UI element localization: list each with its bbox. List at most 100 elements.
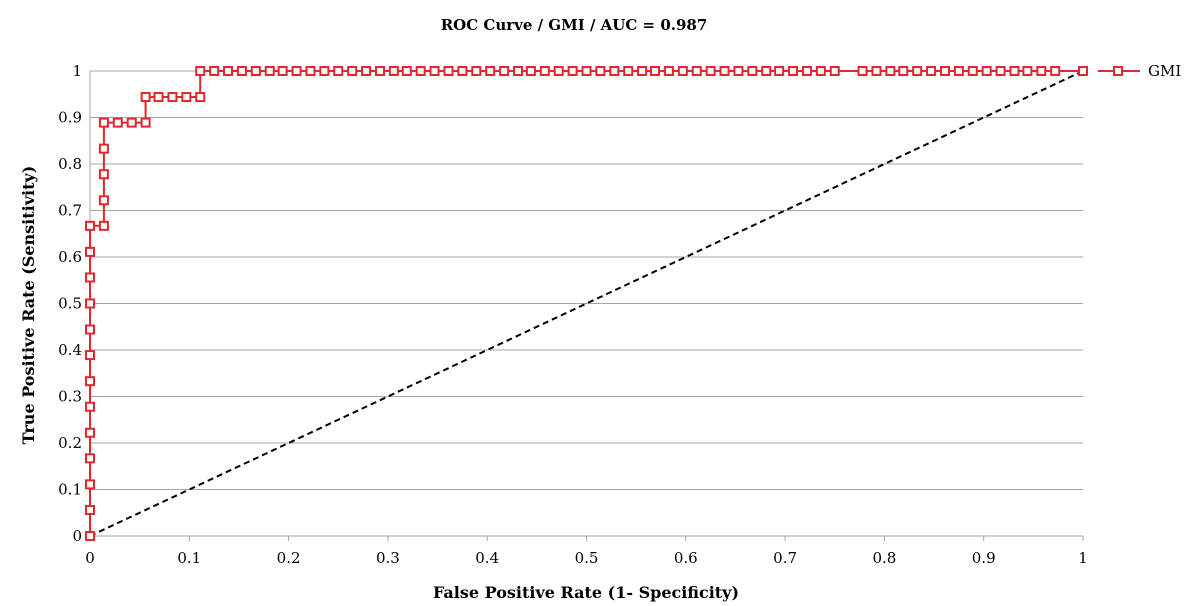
gmi-data-point <box>85 324 95 335</box>
gmi-data-point <box>981 66 992 76</box>
gmi-data-point <box>140 92 151 103</box>
y-tick-label: 0 <box>72 527 82 545</box>
gmi-data-point <box>637 66 648 76</box>
gmi-data-point <box>443 66 454 76</box>
x-tick-label: 0 <box>85 549 95 567</box>
gmi-data-point <box>926 66 937 76</box>
x-tick-labels: 0 0.1 0.2 0.3 0.4 0.5 0.6 0.7 0.8 0.9 1 <box>85 536 1088 567</box>
gmi-data-point <box>788 66 799 76</box>
gmi-data-point <box>112 117 123 128</box>
gmi-data-point <box>719 66 730 76</box>
gmi-data-point <box>650 66 661 76</box>
gmi-data-point <box>85 272 95 283</box>
gmi-data-point <box>1009 66 1020 76</box>
gmi-data-point <box>1036 66 1047 76</box>
x-tick-label: 0.9 <box>972 549 996 567</box>
x-tick-label: 0.8 <box>872 549 896 567</box>
gmi-data-point <box>195 92 206 103</box>
x-tick-label: 0.2 <box>277 549 301 567</box>
gmi-data-point <box>677 66 688 76</box>
gmi-data-point <box>539 66 550 76</box>
gmi-data-point <box>401 66 412 76</box>
y-tick-label: 0.9 <box>58 109 82 127</box>
gmi-data-point <box>85 401 95 412</box>
x-tick-label: 0.4 <box>475 549 499 567</box>
gmi-data-point <box>553 66 564 76</box>
gmi-data-point <box>98 117 109 128</box>
gmi-data-point <box>85 298 95 309</box>
gmi-data-point <box>815 66 826 76</box>
gmi-data-point <box>691 66 702 76</box>
gmi-data-point <box>829 66 840 76</box>
y-axis-title: True Positive Rate (Sensitivity) <box>19 166 38 445</box>
x-tick-label: 0.1 <box>177 549 201 567</box>
x-tick-label: 0.7 <box>773 549 797 567</box>
gmi-data-point <box>1078 66 1088 76</box>
y-tick-label: 0.2 <box>58 434 82 452</box>
gmi-data-point <box>98 220 109 231</box>
gmi-data-point <box>761 66 772 76</box>
gmi-data-point <box>609 66 620 76</box>
gmi-data-point <box>457 66 468 76</box>
gmi-data-point <box>499 66 510 76</box>
x-tick-label: 0.5 <box>575 549 599 567</box>
gmi-data-point <box>1022 66 1033 76</box>
gmi-data-point <box>85 246 95 257</box>
reference-diagonal-line <box>89 70 1084 537</box>
gmi-data-point <box>415 66 426 76</box>
gmi-data-point <box>747 66 758 76</box>
gmi-data-point <box>581 66 592 76</box>
gmi-data-point <box>85 531 95 541</box>
x-axis-title: False Positive Rate (1- Specificity) <box>433 583 739 602</box>
gmi-data-point <box>374 66 385 76</box>
gmi-data-point <box>774 66 785 76</box>
gmi-data-point <box>223 66 234 76</box>
gmi-data-point <box>250 66 261 76</box>
gmi-data-point <box>85 350 95 361</box>
gmi-data-point <box>898 66 909 76</box>
gmi-data-point <box>512 66 523 76</box>
gmi-data-point <box>939 66 950 76</box>
gmi-data-point <box>140 117 151 128</box>
gmi-data-point <box>167 92 178 103</box>
gmi-data-point <box>953 66 964 76</box>
gmi-data-point <box>319 66 330 76</box>
y-tick-label: 0.6 <box>58 248 82 266</box>
y-tick-label: 1 <box>72 62 82 80</box>
x-tick-label: 0.3 <box>376 549 400 567</box>
gmi-data-point <box>429 66 440 76</box>
x-tick-label: 1 <box>1078 549 1088 567</box>
gmi-data-point <box>153 92 164 103</box>
gmi-data-point <box>801 66 812 76</box>
y-tick-label: 0.4 <box>58 341 82 359</box>
gmi-data-point <box>388 66 399 76</box>
gmi-data-point <box>471 66 482 76</box>
gmi-data-point <box>595 66 606 76</box>
gmi-data-point <box>567 66 578 76</box>
legend: GMI <box>1098 62 1181 80</box>
gmi-data-point <box>333 66 344 76</box>
legend-gmi-swatch-marker <box>1113 66 1123 76</box>
gmi-data-point <box>733 66 744 76</box>
y-tick-label: 0.8 <box>58 155 82 173</box>
gmi-data-point <box>885 66 896 76</box>
gmi-data-point <box>485 66 496 76</box>
gmi-data-point <box>361 66 372 76</box>
gmi-data-point <box>525 66 536 76</box>
gmi-data-point <box>85 376 95 387</box>
gmi-data-point <box>277 66 288 76</box>
grid-layer <box>90 70 1083 490</box>
gmi-data-point <box>236 66 247 76</box>
gmi-data-point <box>623 66 634 76</box>
gmi-data-point <box>912 66 923 76</box>
gmi-data-point <box>264 66 275 76</box>
y-tick-labels: 0 0.1 0.2 0.3 0.4 0.5 0.6 0.7 0.8 0.9 1 <box>58 62 82 545</box>
gmi-data-point <box>85 427 95 438</box>
series-gmi-markers <box>85 66 1088 541</box>
gmi-data-point <box>291 66 302 76</box>
gmi-data-point <box>85 504 95 515</box>
chart-title: ROC Curve / GMI / AUC = 0.987 <box>441 16 708 34</box>
legend-gmi-label: GMI <box>1148 62 1181 80</box>
gmi-data-point <box>705 66 716 76</box>
